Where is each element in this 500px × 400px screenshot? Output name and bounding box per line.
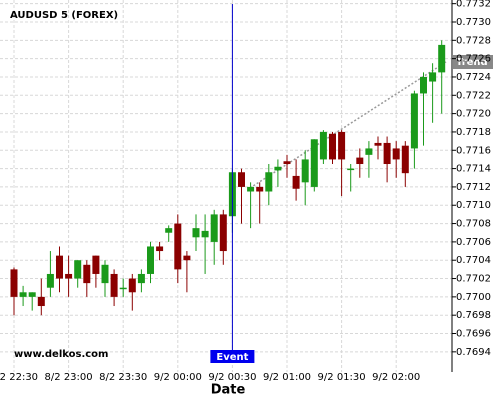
candle-body [83,264,91,284]
candle-body [183,255,191,261]
y-tick-label: 0.7722 [456,90,491,101]
y-tick-label: 0.7714 [456,164,491,175]
y-tick-label: 0.7726 [456,54,491,65]
candle-body [192,228,200,238]
candle-body [119,287,127,290]
y-tick-label: 0.7702 [456,274,491,285]
y-tick-label: 0.7698 [456,310,491,321]
candle-body [165,228,173,233]
watermark: www.delkos.com [14,349,108,360]
candle-body [274,166,282,171]
candle-body [438,44,446,73]
candle-body [137,273,145,284]
y-tick-label: 0.7724 [456,72,491,83]
event-label-box [210,350,255,363]
y-tick-label: 0.7716 [456,145,491,156]
trend-line [249,61,447,189]
candle-body [19,292,27,297]
candle-body [238,172,245,187]
y-tick-label: 0.7696 [456,329,491,340]
candle-body [110,273,118,297]
x-tick-label: 9/2 02:00 [372,372,420,383]
candle-body [147,246,154,274]
y-tick-label: 0.7730 [456,17,491,28]
candle-body [174,223,182,270]
candle-body [201,230,209,238]
candle-body [347,168,355,171]
candle-body [374,142,382,146]
candle-body [56,255,63,279]
y-tick-label: 0.7694 [456,347,491,358]
x-tick-label: 9/2 00:30 [208,372,256,383]
x-tick-label: 9/2 01:30 [318,372,366,383]
trend-label: Trend [456,57,488,68]
trend-label-box [453,55,493,69]
candle-body [101,264,109,284]
event-label: Event [216,352,248,363]
candles [10,40,446,316]
candle-body [338,131,346,160]
candle-body [92,255,100,274]
candle-body [319,131,327,160]
candle-body [128,278,136,293]
candle-body [365,148,373,155]
candle-body [401,145,409,174]
candle-body [265,172,273,192]
x-tick-label: 9/2 01:00 [263,372,311,383]
y-tick-label: 0.7704 [456,255,491,266]
candle-body [156,246,164,252]
y-tick-label: 0.7706 [456,237,491,248]
x-tick-label: 8/2 22:30 [0,372,38,383]
candle-body [283,161,291,165]
x-tick-label: 9/2 00:00 [154,372,202,383]
candle-body [256,186,264,192]
candle-body [37,296,45,307]
candle-body [10,269,18,297]
y-tick-label: 0.7712 [456,182,491,193]
candle-body [301,159,309,183]
candle-body [292,175,300,189]
candle-body [356,157,364,165]
candle-body [65,273,73,279]
candle-body [420,76,427,94]
candle-body [383,142,391,165]
candle-body [74,260,82,279]
candle-body [310,139,318,187]
y-tick-label: 0.7732 [456,0,491,10]
y-tick-label: 0.7720 [456,109,491,120]
candle-body [219,214,227,252]
candle-body [46,273,54,288]
candle-body [410,93,418,149]
y-tick-label: 0.7728 [456,35,491,46]
candle-body [392,148,400,160]
y-tick-label: 0.7718 [456,127,491,138]
candle-body [28,292,36,297]
x-tick-label: 8/2 23:00 [45,372,93,383]
chart-title: AUDUSD 5 (FOREX) [10,10,118,21]
y-tick-label: 0.7700 [456,292,491,303]
y-tick-label: 0.7708 [456,219,491,230]
y-tick-label: 0.7710 [456,200,491,211]
x-axis-title: Date [211,383,246,398]
candle-body [429,72,437,82]
candle-body [210,214,218,242]
x-tick-label: 8/2 23:30 [99,372,147,383]
candle-body [247,186,255,192]
candle-body [329,133,336,160]
